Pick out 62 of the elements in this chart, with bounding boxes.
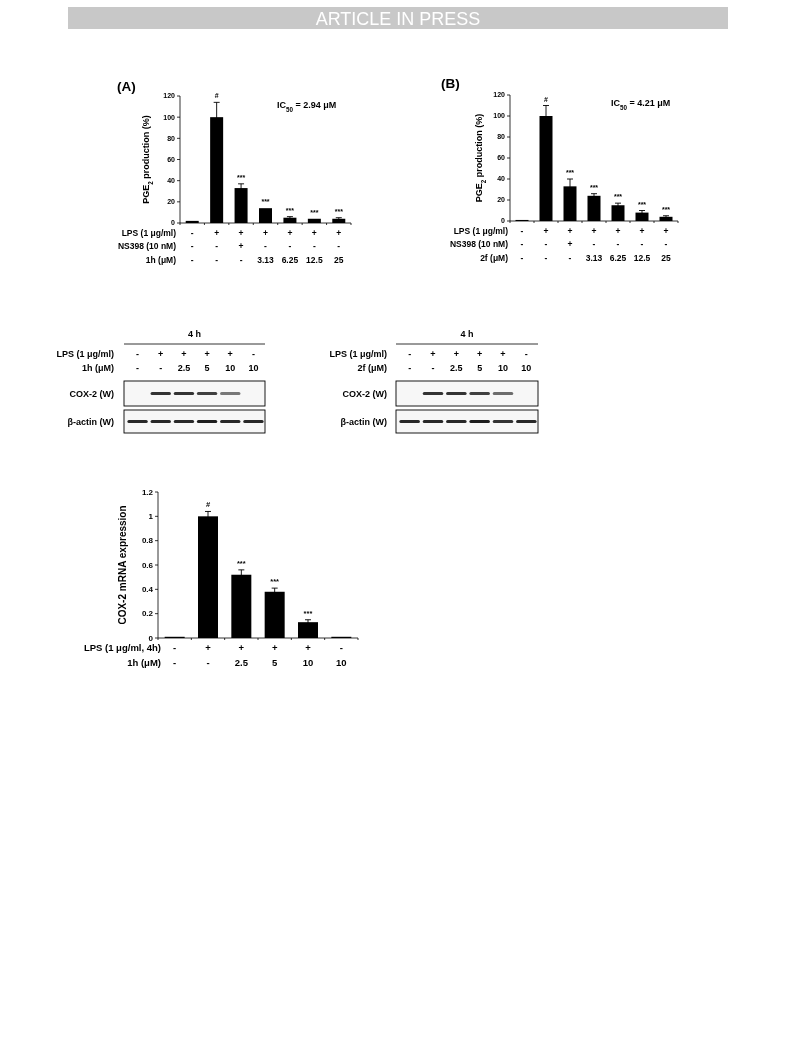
text: COX-2 (W) bbox=[342, 388, 387, 399]
x-tick-label: + - 6.25 bbox=[281, 228, 299, 265]
x-tick-label: + 2.5 bbox=[234, 642, 249, 668]
text: 2f (μM) bbox=[480, 252, 509, 263]
text: 2f (μM) bbox=[357, 363, 387, 373]
x-tick-label: + + - bbox=[567, 226, 573, 263]
y-axis-title: COX-2 mRNA expression bbox=[117, 505, 128, 625]
category-label: + 5 bbox=[204, 349, 210, 373]
chart-title: (A) bbox=[117, 79, 136, 94]
x-tick-label: + - 25 bbox=[661, 226, 671, 263]
text: LPS (1 μg/ml) bbox=[329, 349, 387, 359]
text: β-actin (W) bbox=[340, 416, 387, 427]
category-label: + 2.5 bbox=[177, 349, 191, 373]
x-tick-label: + - 3.13 bbox=[257, 228, 275, 265]
x-tick-label: + - bbox=[205, 642, 212, 668]
x-tick-label: + - - bbox=[543, 226, 549, 263]
category-label: - 10 bbox=[248, 349, 259, 373]
y-tick-label: 1.2 bbox=[141, 487, 154, 497]
text: β-actin (W) bbox=[67, 416, 114, 427]
category-label: - 10 bbox=[521, 349, 532, 373]
x-tick-label: - 10 bbox=[336, 642, 347, 668]
x-tick-label: + 5 bbox=[271, 642, 279, 668]
annotation: IC$_{50}$ = 2.94 μM bbox=[277, 100, 337, 113]
x-tick-label: + - - bbox=[214, 228, 220, 265]
category-label: - - bbox=[136, 349, 140, 373]
category-label: + 10 bbox=[497, 349, 509, 373]
text: 1h (μM) bbox=[145, 254, 177, 265]
category-label: + 2.5 bbox=[450, 349, 463, 373]
x-tick-label: - - - bbox=[520, 226, 524, 263]
y-tick-label: 0.8 bbox=[141, 536, 154, 546]
category-label: - - bbox=[408, 349, 412, 373]
y-tick-label: 0.6 bbox=[141, 560, 154, 570]
y-tick-label: 0 bbox=[148, 633, 154, 643]
text: 1h (μM) bbox=[127, 657, 161, 668]
category-label: + 10 bbox=[225, 349, 236, 373]
x-tick-label: + - 12.5 bbox=[633, 226, 651, 263]
text: 4 h bbox=[460, 329, 474, 339]
y-tick-label: 1 bbox=[148, 512, 154, 522]
text: NS398 (10 nM) bbox=[449, 239, 509, 250]
category-label: + - bbox=[158, 349, 164, 373]
text: LPS (1 μg/ml, 4h) bbox=[83, 642, 161, 653]
text: LPS (1 μg/ml) bbox=[453, 226, 509, 236]
text: NS398 (10 nM) bbox=[117, 241, 177, 252]
x-tick-label: + + - bbox=[238, 228, 244, 265]
x-tick-label: - - bbox=[173, 642, 177, 668]
x-tick-label: + - 6.25 bbox=[609, 226, 627, 263]
y-tick-label: 0.2 bbox=[141, 609, 154, 619]
category-label: + 5 bbox=[477, 349, 483, 373]
x-tick-label: + - 25 bbox=[334, 228, 344, 265]
x-tick-label: + - 3.13 bbox=[585, 226, 603, 263]
x-tick-label: + - 12.5 bbox=[306, 228, 323, 265]
text: 1h (μM) bbox=[81, 363, 114, 373]
category-label: + - bbox=[430, 349, 436, 373]
y-tick-label: 0.4 bbox=[141, 585, 154, 595]
text: 4 h bbox=[187, 329, 202, 339]
text: LPS (1 μg/ml) bbox=[56, 349, 114, 359]
annotation: IC$_{50}$ = 4.21 μM bbox=[611, 98, 671, 111]
text: COX-2 (W) bbox=[69, 388, 114, 399]
x-tick-label: + 10 bbox=[302, 642, 314, 668]
text: LPS (1 μg/ml) bbox=[121, 228, 177, 238]
chart-title: (B) bbox=[441, 76, 460, 91]
x-tick-label: - - - bbox=[190, 228, 194, 265]
